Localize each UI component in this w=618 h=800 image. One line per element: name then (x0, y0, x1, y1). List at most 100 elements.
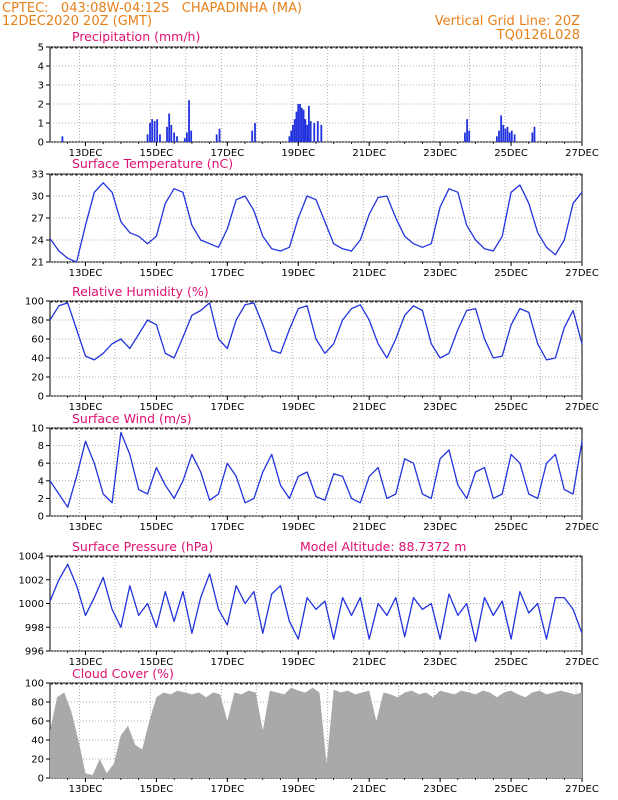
data-line (49, 182, 583, 263)
y-tick-label: 60 (31, 717, 44, 728)
header-location: CPTEC: 043:08W-04:12S CHAPADINHA (MA) (2, 1, 302, 16)
y-tick-label: 3 (38, 81, 44, 92)
y-tick-label: 100 (25, 297, 44, 308)
y-tick-label: 1 (38, 119, 44, 130)
x-tick-label: 15DEC (140, 402, 174, 413)
precipitation-bar (504, 128, 507, 142)
cloud-cover-panel: Cloud Cover (%) 0 20 40 60 80 100 13DEC 15DEC 17… (25, 666, 599, 795)
data-line (49, 302, 583, 361)
precipitation-bar (159, 134, 161, 142)
y-tick-label: 20 (31, 373, 44, 384)
data-line (49, 431, 583, 508)
y-tick-label: 4 (38, 476, 44, 487)
wind-title: Surface Wind (m/s) (72, 411, 192, 426)
x-tick-label: 23DEC (423, 402, 457, 413)
x-tick-label: 19DEC (281, 522, 315, 533)
header-model-code: TQ0126L028 (496, 28, 580, 43)
data-line (49, 563, 583, 643)
precipitation-bar (297, 104, 300, 142)
y-tick-label: 33 (31, 170, 44, 181)
x-tick-label: 27DEC (565, 522, 599, 533)
panel-frame (49, 46, 583, 143)
precipitation-bar (290, 130, 293, 142)
panel-frame (49, 173, 583, 263)
precipitation-bar (170, 124, 173, 142)
x-tick-label: 19DEC (281, 402, 315, 413)
y-tick-label: 996 (25, 647, 44, 658)
x-tick-label: 13DEC (69, 522, 103, 533)
y-tick-label: 60 (31, 335, 44, 346)
x-tick-label: 17DEC (210, 268, 244, 279)
y-tick-label: 100 (25, 679, 44, 690)
temperature-title: Surface Temperature (nC) (72, 156, 233, 171)
precipitation-bar (466, 119, 468, 142)
x-tick-label: 25DEC (494, 784, 528, 795)
y-tick-label: 0 (38, 512, 44, 523)
y-tick-label: 2 (38, 494, 44, 505)
x-tick-label: 19DEC (281, 268, 315, 279)
y-tick-label: 24 (31, 236, 44, 247)
y-tick-label: 4 (38, 62, 44, 73)
y-tick-label: 1002 (19, 575, 44, 586)
y-tick-label: 80 (31, 698, 44, 709)
precipitation-bar (156, 119, 159, 142)
x-tick-label: 19DEC (281, 657, 315, 668)
x-tick-label: 25DEC (494, 268, 528, 279)
precipitation-bar (183, 138, 186, 142)
y-tick-label: 40 (31, 354, 44, 365)
x-tick-label: 23DEC (423, 784, 457, 795)
y-tick-label: 6 (38, 459, 44, 470)
precipitation-bar (304, 119, 307, 142)
cloud-cover-title: Cloud Cover (%) (72, 666, 174, 681)
x-tick-label: 25DEC (494, 657, 528, 668)
precipitation-bar (295, 111, 298, 142)
precipitation-bar (173, 132, 176, 142)
precipitation-bar (502, 124, 505, 142)
precipitation-bar (313, 123, 316, 142)
y-tick-label: 0 (38, 138, 44, 149)
y-tick-label: 30 (31, 192, 44, 203)
x-tick-label: 15DEC (140, 148, 174, 159)
precipitation-title: Precipitation (mm/h) (72, 29, 200, 44)
y-tick-label: 1000 (19, 599, 44, 610)
x-tick-label: 21DEC (352, 784, 386, 795)
precipitation-bar (188, 100, 190, 142)
precipitation-bar (176, 136, 178, 142)
y-tick-label: 2 (38, 100, 44, 111)
precipitation-bar (306, 124, 309, 142)
precipitation-bar (61, 136, 64, 142)
precipitation-bar (146, 134, 149, 142)
header-datetime: 12DEC2020 20Z (GMT) (2, 14, 152, 29)
precipitation-bar (309, 121, 312, 142)
x-tick-label: 13DEC (69, 657, 103, 668)
precipitation-bar (218, 128, 221, 142)
precipitation-bar (190, 130, 193, 142)
precipitation-bar (254, 123, 256, 142)
precipitation-bar (151, 119, 154, 142)
x-tick-label: 27DEC (565, 402, 599, 413)
x-tick-label: 23DEC (423, 522, 457, 533)
x-tick-label: 27DEC (565, 148, 599, 159)
x-tick-label: 25DEC (494, 522, 528, 533)
header-grid-note: Vertical Grid Line: 20Z (435, 14, 580, 29)
wind-panel: Surface Wind (m/s) 0 2 4 6 8 10 13DEC 15DEC 17DE… (31, 411, 599, 533)
humidity-title: Relative Humidity (%) (72, 284, 209, 299)
precipitation-bar (153, 121, 156, 142)
x-tick-label: 23DEC (423, 268, 457, 279)
y-tick-label: 0 (38, 392, 44, 403)
pressure-panel: Surface Pressure (hPa) Model Altitude: 8… (19, 539, 599, 668)
x-tick-label: 13DEC (69, 784, 103, 795)
precipitation-bar (302, 109, 305, 142)
precipitation-bar (316, 121, 319, 142)
precipitation-bar (288, 136, 291, 142)
precipitation-bar (299, 104, 301, 142)
precipitation-bar (500, 115, 503, 142)
x-tick-label: 17DEC (210, 148, 244, 159)
y-tick-label: 21 (31, 258, 44, 269)
precipitation-bar (531, 132, 534, 142)
x-tick-label: 15DEC (140, 784, 174, 795)
precipitation-bar (149, 123, 151, 142)
precipitation-bar (495, 136, 498, 142)
x-tick-label: 13DEC (69, 148, 103, 159)
